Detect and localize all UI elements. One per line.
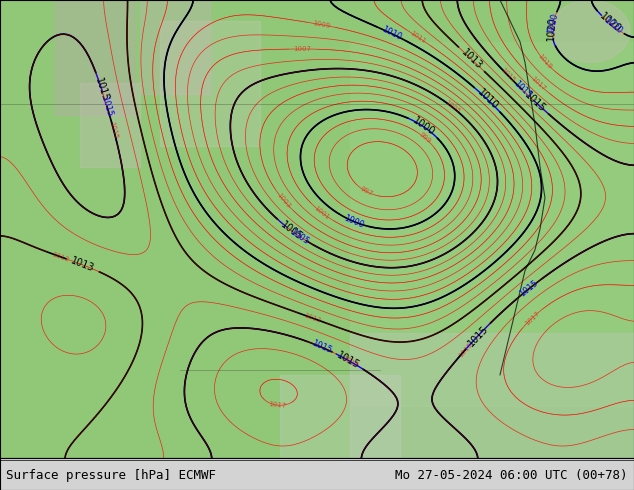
Text: 1015: 1015: [512, 79, 533, 100]
Text: 1010: 1010: [475, 87, 500, 112]
Text: 1019: 1019: [536, 52, 553, 70]
Text: 1001: 1001: [313, 205, 331, 220]
Text: 1000: 1000: [342, 213, 365, 230]
Text: Mo 27-05-2024 06:00 UTC (00+78): Mo 27-05-2024 06:00 UTC (00+78): [395, 469, 628, 482]
Text: 1003: 1003: [275, 192, 292, 209]
Text: 997: 997: [359, 186, 374, 197]
Text: 1015: 1015: [108, 120, 119, 139]
Text: 1013: 1013: [303, 312, 321, 324]
Text: 1015: 1015: [499, 67, 516, 83]
Text: 1015: 1015: [457, 341, 474, 359]
Bar: [350, 333, 634, 458]
Text: 1009: 1009: [313, 20, 331, 29]
Text: 1015: 1015: [518, 279, 540, 299]
Bar: [280, 375, 400, 458]
Bar: [350, 42, 634, 406]
Text: 1015: 1015: [100, 95, 114, 118]
Bar: [140, 0, 210, 94]
Text: 1011: 1011: [409, 30, 427, 45]
Text: 1015: 1015: [93, 76, 110, 102]
Text: 1020: 1020: [602, 16, 624, 36]
Text: 1015: 1015: [523, 90, 548, 114]
Text: 1017: 1017: [524, 310, 541, 326]
Text: 1020: 1020: [547, 16, 558, 41]
Text: 1007: 1007: [294, 46, 312, 52]
Text: 1000: 1000: [411, 116, 437, 138]
Text: 999: 999: [418, 132, 432, 145]
Text: 1017: 1017: [268, 401, 287, 409]
Text: 1020: 1020: [547, 12, 560, 34]
Bar: [80, 83, 140, 167]
Text: 1013: 1013: [459, 47, 484, 72]
Text: 1013: 1013: [51, 251, 70, 263]
Text: 1017: 1017: [530, 75, 547, 92]
Text: 1015: 1015: [335, 350, 361, 370]
Text: 1020: 1020: [597, 11, 623, 35]
Text: 1010: 1010: [380, 25, 403, 42]
Text: 1015: 1015: [311, 339, 333, 356]
Text: 1015: 1015: [466, 323, 490, 348]
Bar: [55, 0, 135, 115]
Text: 1005: 1005: [288, 227, 311, 246]
Text: 1013: 1013: [70, 256, 96, 274]
Text: 1015: 1015: [341, 355, 359, 368]
Ellipse shape: [550, 0, 630, 63]
Text: 1005: 1005: [278, 219, 304, 242]
Bar: [160, 21, 260, 146]
Text: 1005: 1005: [444, 99, 462, 115]
Text: Surface pressure [hPa] ECMWF: Surface pressure [hPa] ECMWF: [6, 469, 216, 482]
